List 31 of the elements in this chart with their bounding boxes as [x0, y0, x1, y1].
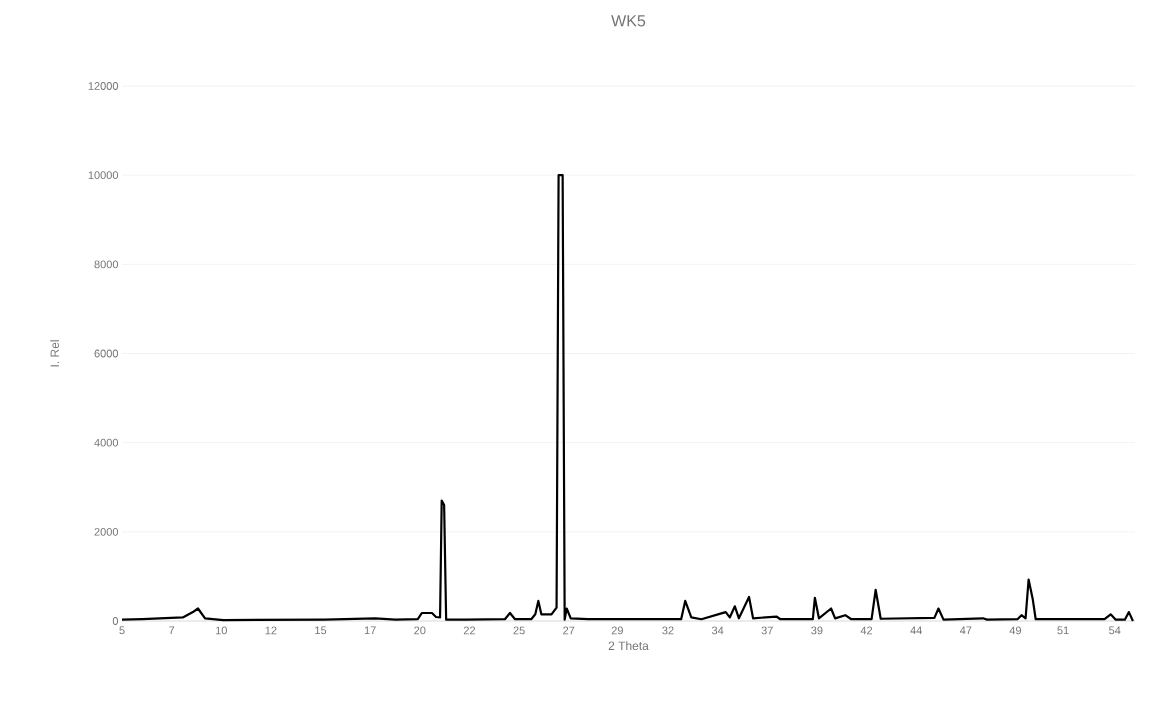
y-tick-label: 0 [112, 617, 119, 625]
x-axis-title: 2 Theta [608, 641, 649, 650]
x-tick-label: 54 [1109, 626, 1121, 635]
x-tick-label: 32 [662, 626, 674, 635]
x-tick-label: 10 [215, 626, 227, 635]
y-tick-label: 10000 [88, 171, 119, 180]
x-tick-label: 20 [414, 626, 426, 635]
x-tick-label: 22 [463, 626, 476, 635]
y-tick-label: 12000 [88, 82, 119, 90]
x-tick-label: 27 [563, 626, 575, 635]
x-tick-label: 34 [711, 626, 724, 635]
y-tick-label: 2000 [94, 527, 119, 536]
x-tick-label: 37 [761, 626, 773, 635]
x-tick-label: 29 [611, 626, 623, 635]
x-tick-label: 42 [860, 626, 873, 635]
x-tick-label: 5 [119, 626, 125, 635]
y-tick-label: 8000 [94, 260, 119, 269]
y-axis-title: I. Rel [50, 340, 60, 367]
x-tick-label: 49 [1009, 626, 1022, 635]
chart-title: WK5 [611, 15, 646, 27]
y-tick-label: 6000 [94, 349, 119, 358]
x-tick-label: 51 [1057, 626, 1069, 635]
x-tick-label: 44 [910, 626, 922, 635]
x-tick-label: 25 [513, 626, 525, 635]
x-tick-label: 47 [959, 626, 972, 635]
x-tick-label: 39 [811, 626, 823, 635]
x-tick-label: 12 [265, 626, 277, 635]
y-tick-label: 4000 [94, 438, 119, 447]
x-tick-label: 7 [169, 626, 175, 635]
x-tick-label: 17 [364, 626, 376, 635]
x-tick-label: 15 [315, 626, 327, 635]
